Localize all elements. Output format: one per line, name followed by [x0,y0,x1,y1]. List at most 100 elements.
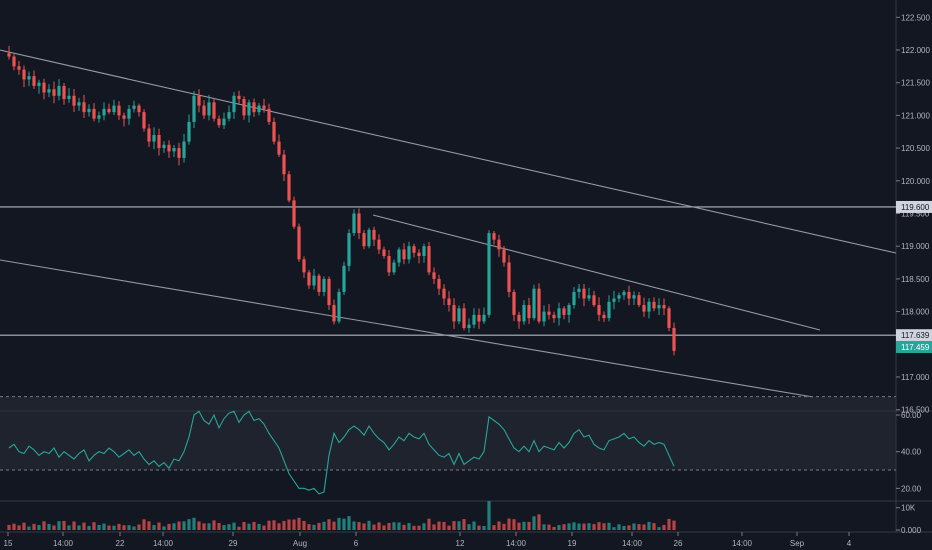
time-tick-label: 15 [4,539,13,548]
volume-bar [662,524,666,530]
candle-body [267,108,271,122]
candle [432,267,436,284]
candle-body [112,105,116,113]
candle-body [17,66,21,70]
candle [87,104,91,117]
volume-bar [522,521,526,530]
candle [412,243,416,258]
volume-bar [577,523,581,530]
candle-body [62,85,66,100]
candle [657,298,661,316]
candle-body [572,291,576,306]
candle-body [242,99,246,116]
candle-body [602,314,606,319]
candle-body [222,118,226,126]
candle-body [427,246,431,273]
volume-bar [87,525,91,530]
volume-bar [482,525,486,530]
candle [417,249,421,264]
candle-body [362,233,366,247]
candle-body [552,314,556,319]
volume-bar [302,520,306,530]
volume-bar [557,525,561,530]
volume-bar [82,522,86,530]
candle-body [667,308,671,328]
candle [152,127,156,150]
candle [72,89,76,113]
volume-bar [92,522,96,530]
candle [32,70,36,89]
candle-body [652,301,656,309]
candle [212,97,216,122]
candle [187,114,191,145]
volume-bar [132,526,136,530]
volume-bar [477,525,481,530]
candle [477,308,481,329]
candle-body [437,278,441,289]
candle-body [47,89,51,93]
candle-body [152,135,156,142]
candle-body [567,305,571,315]
candle [257,102,261,116]
candle-body [167,144,171,152]
candle-body [157,135,161,149]
trendline [0,259,814,398]
candle-body [87,108,91,113]
volume-bar [67,525,71,530]
candle-body [537,288,541,322]
candle [167,140,171,158]
candle [282,149,286,181]
volume-bar [327,519,331,530]
candle-body [27,76,31,80]
time-tick-label: 14:00 [622,539,643,548]
volume-bar [267,520,271,530]
candle [82,94,86,118]
candle-body [532,288,536,319]
candle [602,311,606,322]
candle [372,226,376,246]
volume-bar [347,516,351,530]
candle-body [432,272,436,279]
candle [627,285,631,306]
candle [482,307,486,324]
candle-body [137,105,141,113]
candle [567,302,571,323]
candle [227,105,231,122]
candle [122,112,126,127]
volume-bar [442,521,446,530]
candle [22,65,26,88]
candle [202,100,206,120]
volume-bar [582,523,586,530]
candle-body [447,298,451,306]
volume-bar [337,517,341,530]
volume-bar [527,521,531,530]
candle [447,291,451,312]
candle [597,297,601,322]
volume-bar [262,525,266,530]
candle [407,241,411,264]
candle [147,124,151,147]
rsi-line [8,410,675,495]
candle [317,273,321,296]
candle-body [632,295,636,299]
candle [542,305,546,327]
candle-body [7,53,11,57]
volume-bar [452,521,456,530]
candle [577,284,581,299]
volume-bar [232,522,236,530]
price-tick-label: 118.000 [901,308,930,317]
candle-body [497,239,501,250]
candle-body [597,305,601,315]
candle-body [252,102,256,113]
candle [452,298,456,329]
candle-body [422,246,426,257]
candle-body [227,112,231,119]
candle [497,234,501,257]
rsi-tick-label: 20.00 [901,484,922,493]
horizontal-line-value: 119.600 [901,203,930,212]
candle-body [277,141,281,155]
volume-bar [247,523,251,530]
candle [662,298,666,316]
volume-bar [182,521,186,530]
